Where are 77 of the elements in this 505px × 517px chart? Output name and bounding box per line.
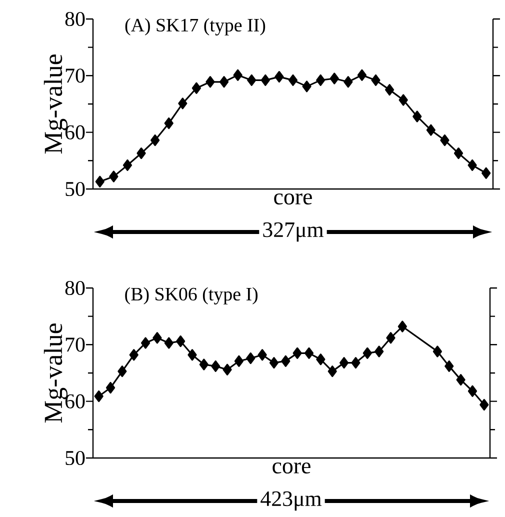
- point: [260, 74, 270, 86]
- y-tick-label: 50: [66, 450, 85, 466]
- point: [178, 98, 188, 110]
- point: [247, 74, 256, 86]
- point: [219, 76, 229, 88]
- point: [222, 364, 232, 376]
- point: [374, 346, 384, 358]
- point: [140, 337, 150, 349]
- point: [344, 76, 353, 88]
- point: [386, 332, 396, 344]
- point: [122, 159, 132, 171]
- point: [412, 110, 422, 122]
- point: [106, 382, 116, 394]
- point: [292, 347, 302, 359]
- point: [234, 355, 244, 367]
- point: [164, 117, 174, 130]
- point: [188, 349, 197, 361]
- x-axis-title: core: [274, 194, 312, 205]
- y-axis-title: Mg-value: [44, 54, 68, 154]
- point: [357, 69, 367, 81]
- point: [274, 70, 284, 83]
- point: [94, 390, 104, 402]
- point: [440, 134, 450, 146]
- point: [330, 72, 339, 84]
- point: [118, 365, 127, 378]
- point: [246, 352, 256, 364]
- point: [258, 349, 267, 361]
- point: [164, 337, 174, 349]
- chart-title: (A) SK17 (type II): [125, 18, 266, 36]
- point: [454, 147, 464, 160]
- point: [371, 74, 380, 86]
- point: [302, 80, 312, 92]
- y-axis-title: Mg-value: [44, 324, 68, 423]
- point: [95, 176, 104, 188]
- point: [385, 84, 394, 96]
- point: [468, 385, 478, 397]
- point: [206, 76, 215, 88]
- point: [316, 354, 326, 366]
- point: [288, 74, 298, 86]
- point: [109, 170, 118, 182]
- point: [456, 374, 466, 386]
- text: 423μm: [260, 491, 322, 511]
- point: [316, 74, 326, 86]
- y-tick-label: 60: [65, 394, 85, 408]
- point: [129, 349, 138, 361]
- point: [482, 167, 491, 179]
- y-tick-label: 70: [66, 338, 85, 352]
- y-tick-label: 50: [66, 182, 85, 196]
- point: [304, 347, 314, 359]
- point: [152, 332, 162, 344]
- point: [339, 356, 349, 369]
- y-tick-label: 80: [65, 280, 85, 296]
- point: [480, 398, 489, 411]
- point: [136, 147, 146, 160]
- point: [468, 159, 477, 171]
- y-tick-label: 70: [66, 68, 85, 83]
- point: [398, 94, 408, 106]
- x-axis-title: core: [272, 462, 310, 474]
- y-tick-label: 80: [65, 12, 85, 26]
- point: [398, 320, 407, 332]
- point: [444, 360, 454, 372]
- point: [281, 355, 290, 367]
- point: [199, 358, 208, 370]
- point: [176, 335, 186, 348]
- point: [233, 69, 242, 81]
- point: [362, 347, 372, 359]
- chart-title: (B) SK06 (type I): [125, 287, 258, 304]
- point: [192, 82, 201, 94]
- text: 327μm: [263, 222, 324, 242]
- point: [150, 134, 160, 146]
- point: [426, 124, 436, 136]
- point: [269, 356, 279, 369]
- point: [211, 360, 220, 372]
- y-tick-label: 60: [65, 125, 85, 140]
- point: [351, 356, 360, 369]
- point: [328, 365, 337, 378]
- point: [432, 346, 442, 358]
